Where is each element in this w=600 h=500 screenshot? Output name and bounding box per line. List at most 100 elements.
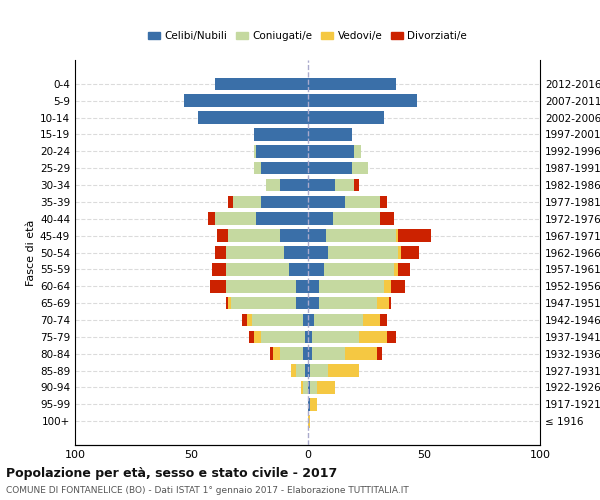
Bar	[280, 178, 308, 192]
Text: Popolazione per età, sesso e stato civile - 2017: Popolazione per età, sesso e stato civil…	[6, 468, 337, 480]
Bar	[217, 230, 229, 242]
Bar	[308, 94, 417, 107]
Bar	[328, 364, 359, 377]
Bar	[215, 246, 226, 259]
Bar	[398, 246, 401, 259]
Bar	[198, 111, 308, 124]
Bar	[310, 364, 328, 377]
Bar	[242, 314, 247, 326]
Bar	[308, 415, 310, 428]
Bar	[308, 280, 319, 292]
Bar	[308, 330, 312, 343]
Bar	[377, 348, 382, 360]
Bar	[359, 330, 386, 343]
Bar	[229, 196, 233, 208]
Bar	[256, 145, 308, 158]
Bar	[310, 398, 317, 410]
Bar	[226, 246, 284, 259]
Bar	[184, 94, 308, 107]
Bar	[261, 162, 308, 174]
Bar	[284, 246, 308, 259]
Bar	[308, 263, 324, 276]
Bar	[377, 297, 389, 310]
Bar	[212, 263, 226, 276]
Bar	[324, 263, 394, 276]
Bar	[344, 348, 377, 360]
Bar	[308, 297, 319, 310]
Bar	[291, 364, 296, 377]
Bar	[256, 212, 308, 225]
Bar	[301, 381, 303, 394]
Bar	[296, 280, 308, 292]
Bar	[326, 230, 396, 242]
Bar	[254, 162, 261, 174]
Y-axis label: Fasce di età: Fasce di età	[26, 220, 36, 286]
Bar	[254, 128, 308, 141]
Bar	[272, 348, 280, 360]
Bar	[233, 196, 261, 208]
Bar	[226, 263, 289, 276]
Bar	[308, 348, 312, 360]
Bar	[254, 330, 261, 343]
Bar	[398, 230, 431, 242]
Bar	[210, 280, 226, 292]
Bar	[354, 178, 359, 192]
Bar	[394, 263, 398, 276]
Bar	[247, 314, 252, 326]
Bar	[364, 314, 380, 326]
Bar	[401, 246, 419, 259]
Bar	[308, 364, 310, 377]
Bar	[308, 128, 352, 141]
Bar	[384, 280, 391, 292]
Bar	[296, 364, 305, 377]
Bar	[226, 297, 229, 310]
Bar	[386, 330, 396, 343]
Bar	[319, 297, 377, 310]
Bar	[317, 381, 335, 394]
Bar	[271, 348, 272, 360]
Bar	[308, 196, 344, 208]
Bar	[250, 330, 254, 343]
Bar	[354, 145, 361, 158]
Bar	[314, 314, 364, 326]
Bar	[208, 212, 215, 225]
Bar	[303, 381, 308, 394]
Bar	[308, 381, 310, 394]
Bar	[308, 246, 328, 259]
Bar	[391, 280, 405, 292]
Bar	[335, 178, 354, 192]
Bar	[229, 297, 231, 310]
Bar	[254, 145, 256, 158]
Bar	[305, 364, 308, 377]
Bar	[308, 230, 326, 242]
Bar	[398, 263, 410, 276]
Bar	[261, 196, 308, 208]
Bar	[380, 314, 386, 326]
Bar	[312, 330, 359, 343]
Bar	[303, 314, 308, 326]
Bar	[308, 145, 354, 158]
Bar	[261, 330, 305, 343]
Bar	[380, 212, 394, 225]
Bar	[266, 178, 280, 192]
Bar	[308, 212, 333, 225]
Bar	[305, 330, 308, 343]
Bar	[231, 297, 296, 310]
Bar	[308, 111, 384, 124]
Bar	[229, 230, 280, 242]
Text: COMUNE DI FONTANELICE (BO) - Dati ISTAT 1° gennaio 2017 - Elaborazione TUTTITALI: COMUNE DI FONTANELICE (BO) - Dati ISTAT …	[6, 486, 409, 495]
Bar	[303, 348, 308, 360]
Bar	[296, 297, 308, 310]
Bar	[308, 162, 352, 174]
Bar	[380, 196, 386, 208]
Bar	[312, 348, 344, 360]
Bar	[308, 398, 310, 410]
Bar	[328, 246, 398, 259]
Bar	[310, 381, 317, 394]
Bar	[226, 280, 296, 292]
Bar	[289, 263, 308, 276]
Bar	[215, 78, 308, 90]
Bar	[319, 280, 384, 292]
Bar	[280, 348, 303, 360]
Bar	[352, 162, 368, 174]
